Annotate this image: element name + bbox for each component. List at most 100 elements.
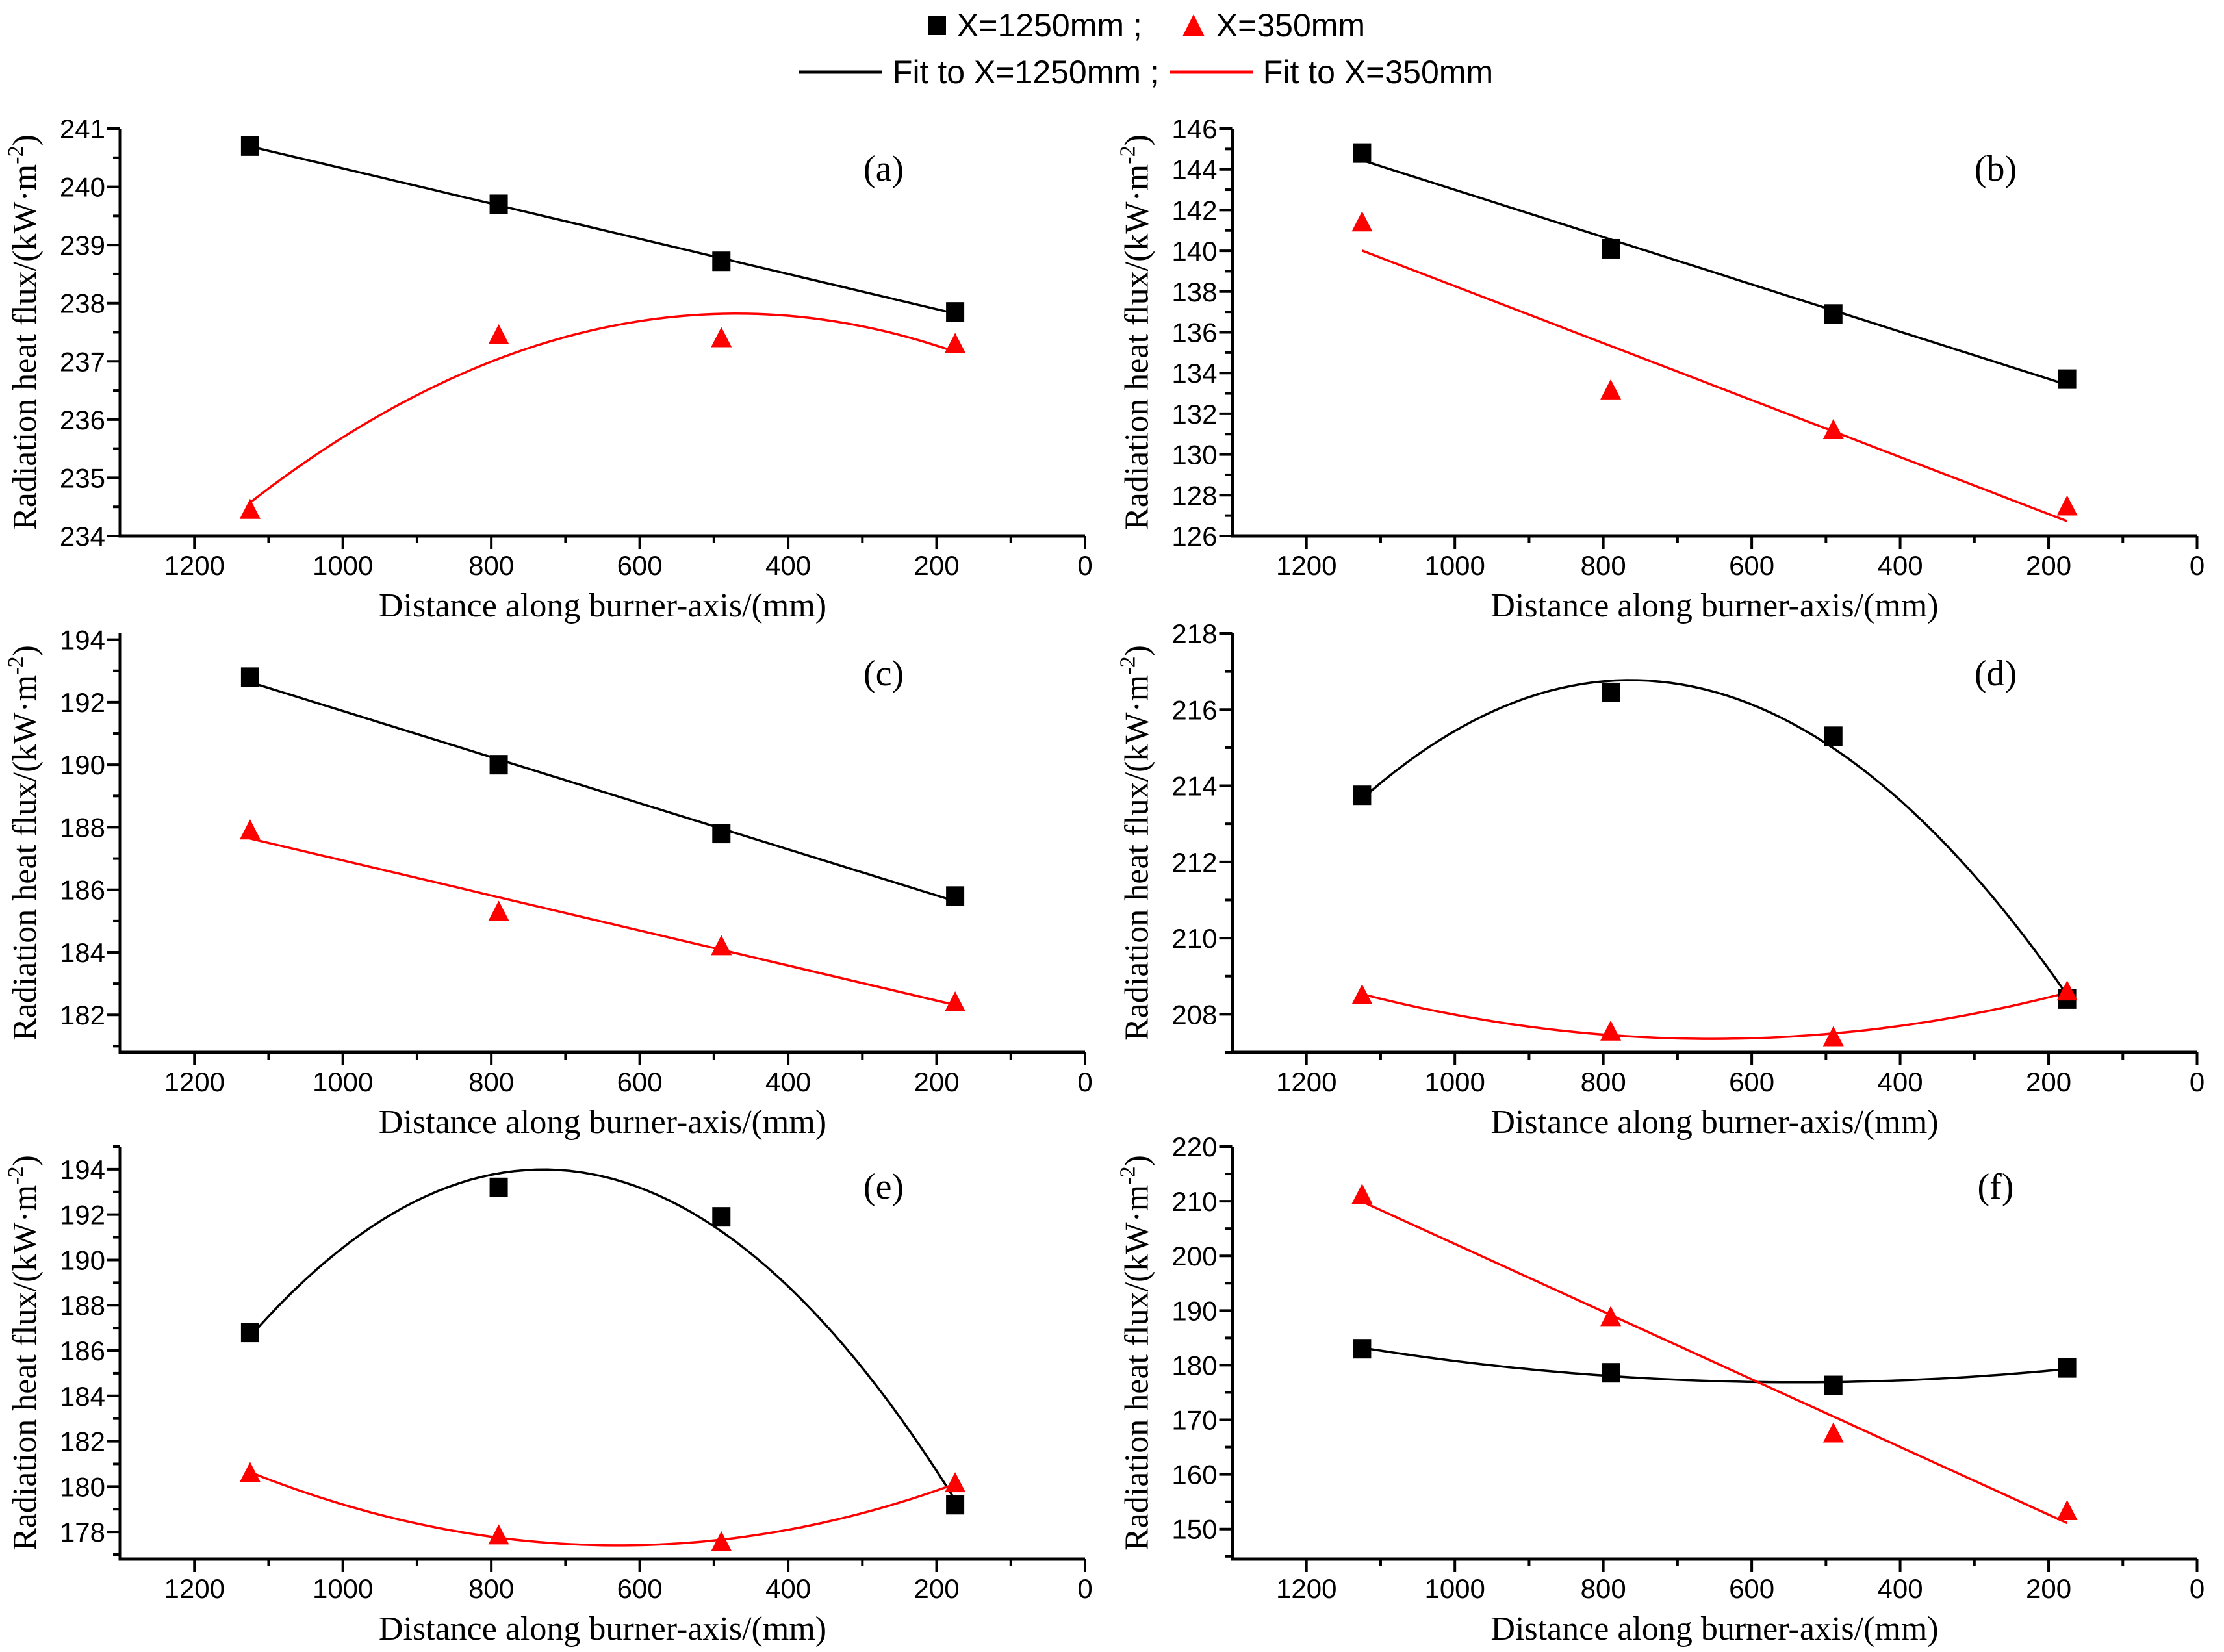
svg-text:800: 800: [1581, 550, 1626, 581]
legend-row-1: X=1250mm ; X=350mm: [926, 6, 1374, 44]
square-marker-icon: [928, 16, 946, 35]
fit-line-series2: [1361, 1201, 2068, 1525]
svg-text:186: 186: [60, 875, 105, 906]
markers-series2: [1351, 980, 2078, 1047]
x-axis-title: Distance along burner-axis/(mm): [379, 1104, 826, 1141]
svg-text:210: 210: [1171, 1186, 1217, 1217]
svg-text:130: 130: [1171, 440, 1217, 470]
svg-text:150: 150: [1171, 1514, 1217, 1545]
svg-text:138: 138: [1171, 277, 1217, 307]
svg-text:400: 400: [765, 1067, 811, 1097]
legend-label-fit1: Fit to X=1250mm ;: [892, 54, 1159, 90]
svg-text:400: 400: [1878, 1067, 1923, 1097]
svg-text:188: 188: [60, 1290, 105, 1321]
svg-text:600: 600: [617, 550, 663, 581]
svg-text:237: 237: [60, 346, 105, 377]
svg-text:400: 400: [1878, 550, 1923, 581]
markers-series1: [1353, 1339, 2077, 1395]
panel-b-chart: 126 128 130 132 134 136 138 140 142 144 146 1200 100…: [1116, 114, 2205, 624]
svg-text:400: 400: [765, 1573, 811, 1604]
x-axis-title: Distance along burner-axis/(mm): [379, 587, 826, 624]
svg-text:212: 212: [1171, 847, 1217, 878]
panel-letter: (b): [1975, 149, 2017, 189]
y-axis-title: Radiation heat flux/(kW·m-2): [4, 1155, 44, 1551]
svg-text:400: 400: [1878, 1573, 1923, 1604]
fit-line-series2: [1361, 991, 2068, 1040]
ticks-and-labels: 150 160 170 180 190 200 210 220 1200 1000 800 600 40…: [1171, 1132, 2205, 1604]
fit-line-series2: [1361, 249, 2068, 522]
svg-text:218: 218: [1171, 618, 1217, 649]
svg-text:134: 134: [1171, 358, 1217, 388]
markers-series2: [1351, 1184, 2078, 1520]
svg-text:182: 182: [60, 1427, 105, 1457]
ticks-and-labels: 126 128 130 132 134 136 138 140 142 144 146 1200 100…: [1171, 114, 2205, 581]
legend-label-series1: X=1250mm ;: [956, 7, 1142, 44]
svg-text:0: 0: [2190, 550, 2205, 581]
y-axis-title: Radiation heat flux/(kW·m-2): [4, 134, 44, 530]
svg-text:234: 234: [60, 521, 105, 552]
legend-row-2: Fit to X=1250mm ; Fit to X=350mm: [798, 53, 1502, 91]
axes: [118, 633, 1085, 1054]
svg-text:194: 194: [60, 1154, 105, 1185]
svg-text:1200: 1200: [164, 1067, 225, 1097]
svg-text:180: 180: [60, 1471, 105, 1502]
svg-text:1200: 1200: [1276, 1067, 1336, 1097]
fit-line-series2: [249, 312, 956, 503]
svg-text:140: 140: [1171, 236, 1217, 266]
svg-text:194: 194: [60, 625, 105, 655]
markers-series1: [240, 136, 965, 322]
svg-text:126: 126: [1171, 521, 1217, 552]
svg-text:239: 239: [60, 230, 105, 261]
fit-line-series2: [249, 837, 956, 1006]
svg-text:800: 800: [468, 1067, 514, 1097]
svg-text:178: 178: [60, 1517, 105, 1547]
markers-series2: [239, 819, 966, 1011]
svg-text:600: 600: [617, 1573, 663, 1604]
svg-text:188: 188: [60, 812, 105, 843]
axes: [1231, 129, 2197, 538]
ticks-and-labels: 208 210 212 214 216 218 1200 1000 800 600 400 200 0: [1171, 618, 2205, 1097]
svg-text:0: 0: [1077, 1573, 1092, 1604]
svg-text:186: 186: [60, 1336, 105, 1366]
markers-series2: [239, 324, 966, 519]
svg-text:241: 241: [60, 114, 105, 144]
fit-line-series2: [249, 1471, 956, 1547]
svg-text:142: 142: [1171, 195, 1217, 225]
svg-text:1200: 1200: [1276, 550, 1336, 581]
x-axis-title: Distance along burner-axis/(mm): [1490, 587, 1938, 624]
panel-letter: (d): [1975, 654, 2017, 694]
ticks-and-labels: 182 184 186 188 190 192 194 1200 1000 800 600 400 20…: [60, 625, 1093, 1097]
svg-text:800: 800: [1581, 1067, 1626, 1097]
svg-text:182: 182: [60, 1000, 105, 1030]
svg-text:146: 146: [1171, 114, 1217, 144]
panel-e-chart: 178 180 182 184 186 188 190 192 194 1200 1000 800 60…: [4, 1145, 1093, 1647]
svg-text:160: 160: [1171, 1460, 1217, 1490]
svg-text:1000: 1000: [1424, 1573, 1485, 1604]
svg-text:192: 192: [60, 687, 105, 718]
fit-line-red-icon: [1169, 70, 1253, 74]
markers-series2: [239, 1462, 966, 1551]
svg-text:236: 236: [60, 405, 105, 435]
panel-letter: (a): [863, 149, 904, 189]
svg-text:200: 200: [2026, 1573, 2071, 1604]
triangle-marker-icon: [1182, 14, 1205, 36]
markers-series1: [1353, 682, 2077, 1009]
svg-text:1200: 1200: [164, 1573, 225, 1604]
svg-text:216: 216: [1171, 694, 1217, 725]
x-axis-title: Distance along burner-axis/(mm): [379, 1610, 826, 1647]
svg-text:1200: 1200: [164, 550, 225, 581]
markers-series2: [1351, 211, 2078, 516]
svg-text:200: 200: [914, 550, 959, 581]
svg-text:600: 600: [617, 1067, 663, 1097]
fit-line-series1: [1362, 1346, 2067, 1384]
svg-text:800: 800: [1581, 1573, 1626, 1604]
fit-line-series1: [249, 681, 956, 902]
svg-text:220: 220: [1171, 1132, 1217, 1162]
fit-line-black-icon: [799, 70, 882, 74]
svg-text:0: 0: [2190, 1067, 2205, 1097]
y-axis-title: Radiation heat flux/(kW·m-2): [1116, 645, 1156, 1041]
svg-text:190: 190: [1171, 1295, 1217, 1326]
svg-text:0: 0: [1077, 1067, 1092, 1097]
